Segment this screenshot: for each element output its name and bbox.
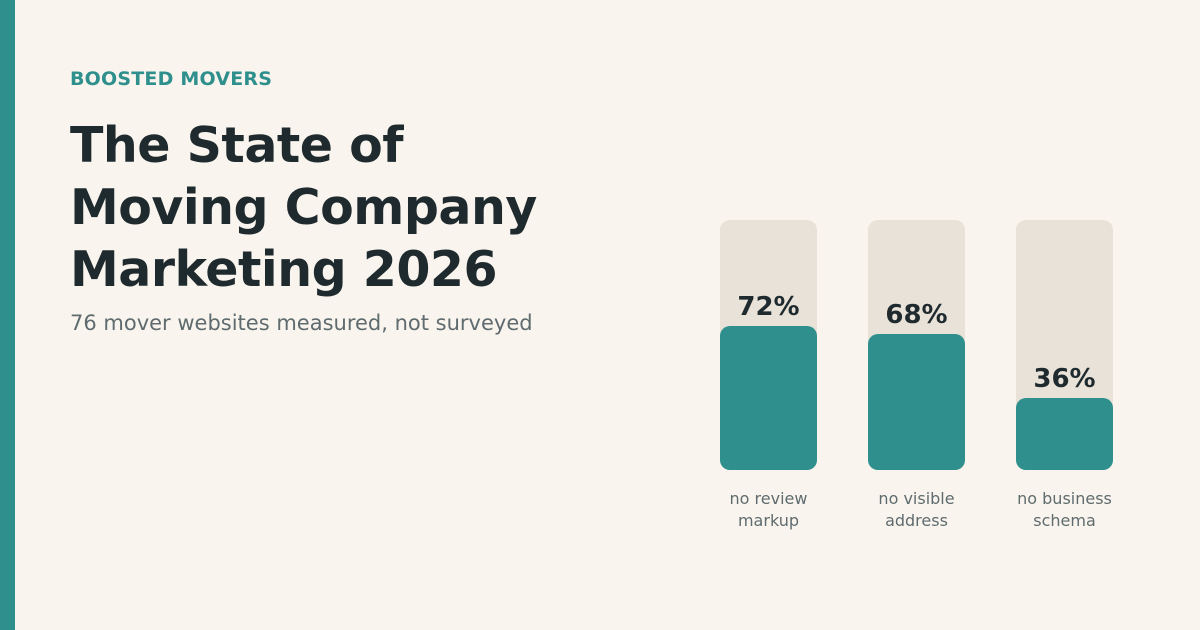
category-label-line: markup	[737, 511, 800, 530]
page-subtitle: 76 mover websites measured, not surveyed	[70, 311, 533, 335]
bar-chart: 72% 68% 36% no review markup no visible addre…	[700, 200, 1160, 560]
bar-chart-svg: 72% 68% 36%	[720, 220, 1113, 470]
page-title: The State of Moving Company Marketing 20…	[70, 115, 630, 301]
bar-value-label: 68%	[885, 300, 947, 330]
category-label: no business schema	[995, 488, 1135, 532]
title-line: The State of	[70, 117, 404, 174]
category-label-line: no review	[729, 489, 808, 508]
bar	[720, 326, 817, 470]
category-label-line: no visible	[878, 489, 955, 508]
category-label-line: schema	[1033, 511, 1096, 530]
title-line: Marketing 2026	[70, 241, 498, 298]
category-label: no visible address	[847, 488, 987, 532]
category-label-line: no business	[1017, 489, 1112, 508]
bar-value-label: 36%	[1033, 364, 1095, 394]
title-line: Moving Company	[70, 179, 537, 236]
bar-value-label: 72%	[737, 292, 799, 322]
brand-label: BOOSTED MOVERS	[70, 68, 273, 90]
bar	[868, 334, 965, 470]
bar	[1016, 398, 1113, 470]
category-label: no review markup	[699, 488, 839, 532]
category-label-line: address	[885, 511, 948, 530]
accent-bar	[0, 0, 15, 630]
